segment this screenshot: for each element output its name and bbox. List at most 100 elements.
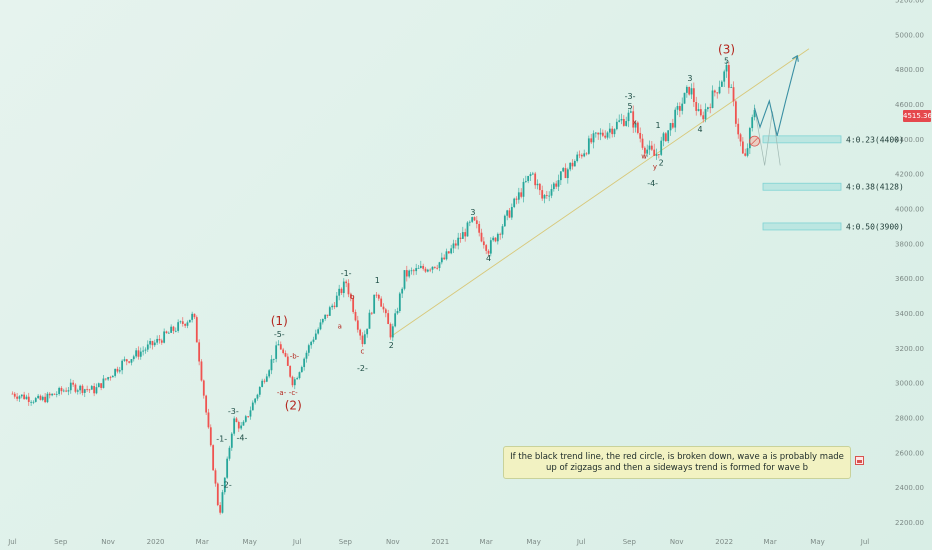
candle-body xyxy=(641,138,644,148)
candle-body xyxy=(25,396,28,400)
candle-body xyxy=(128,361,131,363)
candle-body xyxy=(688,86,691,95)
candle-body xyxy=(440,257,443,263)
candle-body xyxy=(412,270,415,272)
candle-body xyxy=(181,321,184,324)
candle-body xyxy=(142,350,145,352)
candle-body xyxy=(550,189,553,196)
candle-body xyxy=(580,154,583,157)
candle-body xyxy=(426,269,429,272)
candle-body xyxy=(401,288,404,294)
candle-body xyxy=(347,283,350,295)
candle-body xyxy=(454,243,457,246)
candle-body xyxy=(557,180,560,187)
y-tick-label: 4400.00 xyxy=(895,136,924,144)
note-icon[interactable] xyxy=(855,456,864,465)
candle-body xyxy=(188,319,191,323)
annotation-note[interactable]: If the black trend line, the red circle,… xyxy=(503,446,851,479)
candle-body xyxy=(384,309,387,314)
candle-body xyxy=(578,154,581,156)
candle-body xyxy=(240,425,243,429)
x-tick-label: 2022 xyxy=(715,538,733,546)
x-tick-label: Mar xyxy=(480,538,493,546)
candle-body xyxy=(536,183,539,186)
candle-body xyxy=(219,505,222,513)
candle-body xyxy=(515,198,518,200)
candle-body xyxy=(741,141,744,154)
candle-body xyxy=(419,265,422,268)
candle-body xyxy=(237,422,240,429)
wave-label: -a- xyxy=(277,389,287,397)
candle-body xyxy=(405,270,408,277)
candle-body xyxy=(373,294,376,314)
candle-body xyxy=(48,393,51,396)
candle-body xyxy=(41,396,44,400)
candle-body xyxy=(709,107,712,109)
candle-body xyxy=(597,132,600,135)
candle-body xyxy=(293,379,296,386)
wave-label: 5 xyxy=(628,102,633,111)
candle-body xyxy=(375,294,378,296)
candle-body xyxy=(335,295,338,308)
candle-body xyxy=(690,88,693,95)
candle-body xyxy=(718,86,721,94)
candle-body xyxy=(207,412,210,428)
candle-body xyxy=(123,359,126,361)
candle-body xyxy=(191,313,194,320)
candle-body xyxy=(235,418,238,423)
candle-body xyxy=(86,389,89,391)
candle-body xyxy=(744,153,747,156)
wave-label: -1- xyxy=(216,435,227,444)
candle-body xyxy=(174,330,177,332)
x-tick-label: 2021 xyxy=(431,538,449,546)
candle-body xyxy=(65,390,68,392)
x-tick-label: Mar xyxy=(763,538,776,546)
candle-body xyxy=(643,147,646,154)
candle-body xyxy=(321,318,324,323)
candle-body xyxy=(720,81,723,87)
candle-body xyxy=(100,383,103,388)
candle-body xyxy=(438,262,441,268)
candle-body xyxy=(447,251,450,254)
wave-label: w xyxy=(641,152,647,160)
candle-body xyxy=(681,103,684,111)
wave-label: (2) xyxy=(285,398,302,412)
candle-body xyxy=(445,251,448,260)
candle-body xyxy=(328,307,331,316)
x-tick-label: Nov xyxy=(670,538,684,546)
candle-body xyxy=(599,132,602,135)
candle-body xyxy=(634,122,637,128)
candle-body xyxy=(258,386,261,395)
candle-body xyxy=(186,322,189,326)
candle-body xyxy=(212,445,215,471)
candle-body xyxy=(314,333,317,340)
candle-body xyxy=(340,288,343,294)
candle-body xyxy=(67,390,70,392)
candle-body xyxy=(377,294,380,299)
candle-body xyxy=(734,101,737,124)
candle-body xyxy=(233,418,236,434)
candle-body xyxy=(32,401,35,403)
candle-body xyxy=(648,145,651,150)
y-tick-label: 4600.00 xyxy=(895,101,924,109)
candle-body xyxy=(221,492,224,513)
candle-body xyxy=(202,380,205,396)
x-tick-label: May xyxy=(810,538,824,546)
candle-body xyxy=(527,175,530,182)
candle-body xyxy=(494,237,497,242)
candle-body xyxy=(291,376,294,386)
wave-label: 1 xyxy=(656,121,661,130)
candle-body xyxy=(284,352,287,357)
candle-body xyxy=(555,183,558,187)
candle-body xyxy=(370,312,373,314)
candle-body xyxy=(247,416,250,418)
candle-body xyxy=(403,270,406,289)
candle-body xyxy=(90,386,93,390)
candle-body xyxy=(62,390,65,392)
wave-label: y xyxy=(653,163,657,171)
candle-body xyxy=(753,109,756,118)
candle-body xyxy=(625,121,628,126)
fib-zone xyxy=(762,222,842,231)
candle-body xyxy=(695,102,698,111)
